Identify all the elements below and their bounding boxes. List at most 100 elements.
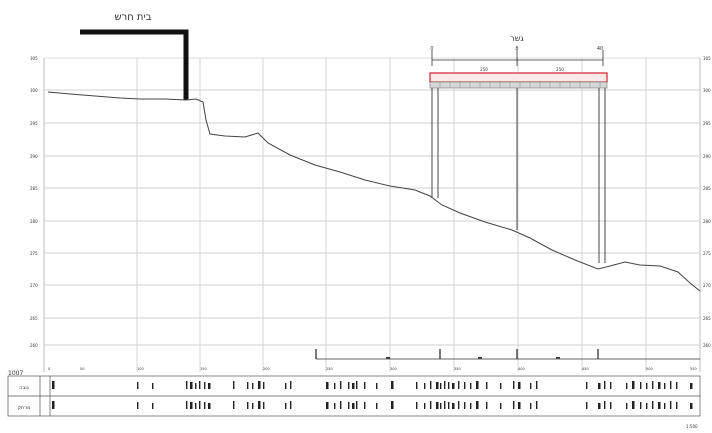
table-entry-glyph bbox=[199, 401, 201, 409]
left-tick-2: 295 bbox=[30, 121, 38, 126]
table-entry-glyph bbox=[444, 381, 446, 389]
table-entry-glyph bbox=[352, 383, 355, 389]
table-entry-glyph bbox=[604, 401, 606, 409]
table-entry-glyph bbox=[518, 402, 521, 409]
right-tick-5: 280 bbox=[703, 219, 711, 224]
table-entry-glyph bbox=[430, 401, 432, 409]
table-entry-glyph bbox=[632, 401, 635, 409]
table-entry-glyph bbox=[626, 403, 628, 409]
table-entry-glyph bbox=[137, 382, 139, 389]
table-row-1-label: גובה bbox=[19, 385, 29, 391]
bridge-piers bbox=[431, 88, 606, 263]
table-corner-label: 1007 bbox=[8, 370, 23, 377]
table-entry-glyph bbox=[326, 402, 329, 409]
bottom-tick-2: 100 bbox=[137, 367, 144, 371]
building-outline bbox=[80, 29, 189, 100]
table-entry-glyph bbox=[436, 402, 439, 409]
bridge-mid-label: 8 bbox=[515, 46, 518, 52]
table-entry-glyph bbox=[252, 383, 254, 389]
table-entry-glyph bbox=[258, 381, 261, 389]
table-entry-glyph bbox=[598, 383, 601, 389]
bridge-dimension-line bbox=[431, 50, 604, 66]
table-entry-glyph bbox=[186, 381, 188, 389]
table-entry-glyph bbox=[486, 402, 488, 409]
right-tick-labels: 305 300 295 290 285 280 275 270 265 260 bbox=[703, 56, 711, 348]
table-entries bbox=[52, 381, 693, 409]
table-entry-glyph bbox=[263, 382, 265, 389]
table-entry-glyph bbox=[476, 401, 479, 409]
right-tick-6: 275 bbox=[703, 251, 711, 256]
table-entry-glyph bbox=[670, 401, 672, 409]
table-entry-glyph bbox=[152, 403, 154, 409]
table-row-2-label: מרחק bbox=[17, 405, 30, 411]
bottom-tick-10: 500 bbox=[646, 367, 653, 371]
table-entry-glyph bbox=[448, 402, 450, 409]
table-entry-glyph bbox=[340, 381, 342, 389]
table-entry-glyph bbox=[252, 403, 254, 409]
bridge-end-label: 40 bbox=[597, 46, 603, 52]
table-entry-glyph bbox=[391, 381, 394, 389]
table-entry-glyph bbox=[416, 402, 418, 409]
table-entry-glyph bbox=[376, 383, 378, 389]
table-entry-glyph bbox=[233, 401, 235, 409]
table-entry-glyph bbox=[285, 403, 287, 409]
table-entry-glyph bbox=[152, 383, 154, 389]
table-entry-glyph bbox=[536, 381, 538, 389]
vertical-grid bbox=[136, 58, 647, 372]
bottom-tick-8: 400 bbox=[518, 367, 525, 371]
bottom-tick-5: 250 bbox=[326, 367, 333, 371]
table-entry-glyph bbox=[664, 383, 666, 389]
table-entry-glyph bbox=[424, 383, 426, 389]
table-entry-glyph bbox=[352, 403, 355, 409]
table-entry-glyph bbox=[690, 383, 693, 389]
table-entry-glyph bbox=[610, 382, 612, 389]
table-entry-glyph bbox=[646, 403, 648, 409]
table-entry-glyph bbox=[356, 401, 358, 409]
table-entry-glyph bbox=[285, 383, 287, 389]
table-entry-glyph bbox=[604, 381, 606, 389]
left-tick-9: 260 bbox=[30, 343, 38, 348]
table-entry-glyph bbox=[676, 382, 678, 389]
bottom-tick-7: 350 bbox=[454, 367, 461, 371]
table-entry-glyph bbox=[440, 403, 442, 409]
table-entry-glyph bbox=[348, 402, 350, 409]
scale-footnote: 1:500 bbox=[686, 424, 698, 429]
table-entry-glyph bbox=[290, 381, 292, 389]
bottom-tick-6: 300 bbox=[390, 367, 397, 371]
table-entry-glyph bbox=[664, 403, 666, 409]
table-entry-glyph bbox=[326, 382, 329, 389]
left-tick-3: 290 bbox=[30, 154, 38, 159]
table-entry-glyph bbox=[376, 403, 378, 409]
bridge-label: גשר bbox=[510, 34, 524, 43]
table-entry-glyph bbox=[52, 401, 55, 409]
right-tick-3: 290 bbox=[703, 154, 711, 159]
right-tick-8: 265 bbox=[703, 316, 711, 321]
table-entry-glyph bbox=[598, 403, 601, 409]
right-tick-2: 295 bbox=[703, 121, 711, 126]
bottom-tick-9: 450 bbox=[582, 367, 589, 371]
table-entry-glyph bbox=[458, 401, 460, 409]
table-entry-glyph bbox=[436, 382, 439, 389]
table-entry-glyph bbox=[290, 401, 292, 409]
bottom-tick-11: 550 bbox=[690, 367, 697, 371]
table-entry-glyph bbox=[464, 402, 466, 409]
table-entry-glyph bbox=[530, 403, 532, 409]
table-entry-glyph bbox=[204, 402, 206, 409]
station-markers bbox=[386, 357, 560, 359]
table-entry-glyph bbox=[334, 403, 336, 409]
table-entry-glyph bbox=[208, 383, 211, 389]
left-tick-6: 275 bbox=[30, 251, 38, 256]
bottom-tick-3: 150 bbox=[200, 367, 207, 371]
table-entry-glyph bbox=[652, 401, 654, 409]
table-entry-glyph bbox=[536, 401, 538, 409]
bridge-left-span: 250 bbox=[480, 67, 488, 72]
table-entry-glyph bbox=[626, 383, 628, 389]
bridge-girder-hatch bbox=[429, 81, 608, 89]
left-tick-8: 265 bbox=[30, 316, 38, 321]
table-entry-glyph bbox=[586, 382, 588, 389]
table-entry-glyph bbox=[470, 383, 472, 389]
right-tick-1: 300 bbox=[703, 88, 711, 93]
table-entry-glyph bbox=[513, 401, 515, 409]
table-entry-glyph bbox=[334, 383, 336, 389]
